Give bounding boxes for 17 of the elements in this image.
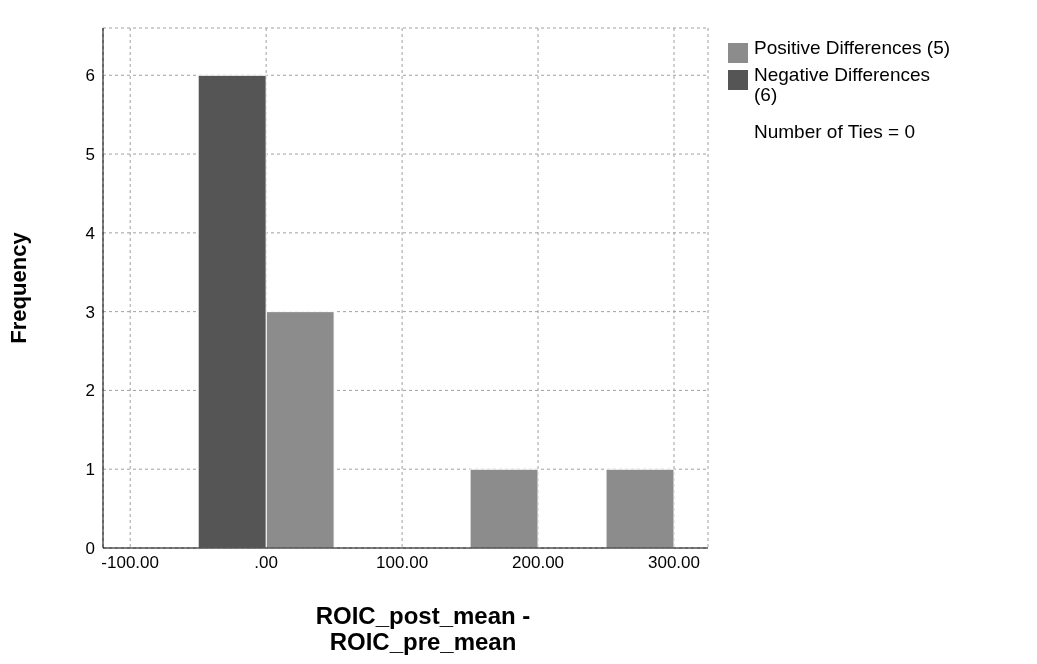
x-tick-label: 300.00	[648, 553, 701, 573]
x-tick-label: 200.00	[512, 553, 565, 573]
x-axis-title: ROIC_post_mean - ROIC_pre_mean	[314, 602, 532, 655]
y-tick-label: 4	[85, 223, 95, 243]
y-tick-label: 0	[85, 539, 95, 559]
y-tick-label: 2	[85, 381, 95, 401]
legend-label: Negative Differences (6)	[754, 64, 932, 105]
legend-label: Positive Differences (5)	[754, 37, 952, 58]
y-tick-label: 6	[85, 66, 95, 86]
y-axis-title: Frequency	[5, 231, 31, 344]
x-tick-label: .00	[254, 553, 278, 573]
y-tick-label: 5	[85, 145, 95, 165]
y-tick-label: 1	[85, 460, 95, 480]
x-tick-label: 100.00	[376, 553, 429, 573]
y-tick-label: 3	[85, 302, 95, 322]
x-tick-label: -100.00	[101, 553, 160, 573]
text: Number of Ties = 0	[754, 121, 917, 143]
